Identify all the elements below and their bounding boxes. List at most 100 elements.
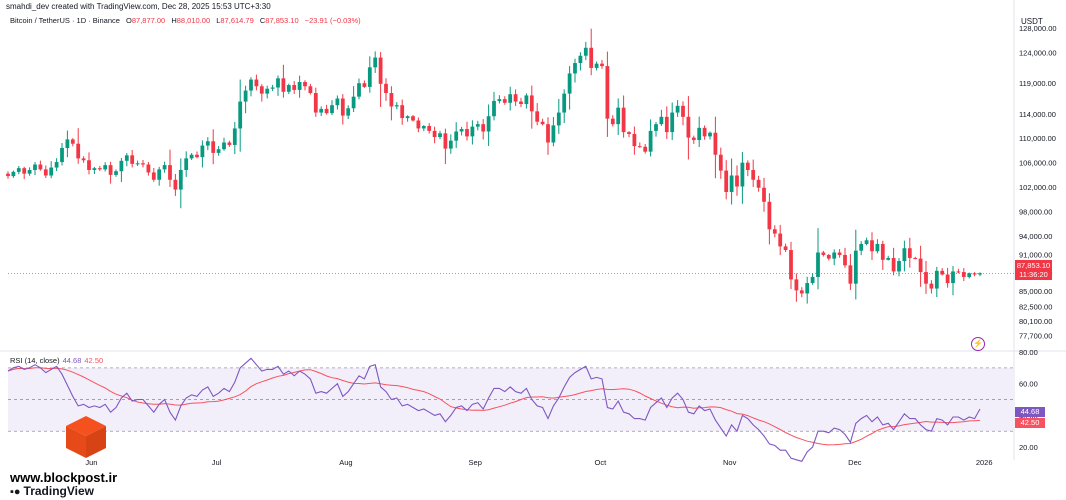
currency-label[interactable]: USDT (1021, 17, 1043, 26)
candle-body (799, 290, 804, 294)
candle-body (735, 175, 739, 187)
candle-body (832, 252, 837, 259)
candle-body (276, 78, 280, 88)
candle-body (897, 261, 901, 272)
candle-body (60, 148, 64, 163)
price-tick-label: 128,000.00 (1019, 24, 1057, 33)
candle-body (519, 101, 523, 104)
candle-body (303, 82, 307, 87)
close-value: 87,853.10 (265, 16, 299, 25)
candle-body (200, 145, 205, 158)
candle-body (38, 164, 43, 170)
candle-body (238, 101, 243, 129)
candle-body (33, 164, 37, 170)
candle-body (762, 187, 766, 202)
candle-body (535, 111, 540, 122)
candle-body (546, 124, 550, 143)
candle-body (108, 165, 113, 175)
candle-body (816, 252, 820, 277)
candle-body (189, 154, 194, 159)
last-price-tag: 87,853.10 11:36:20 (1015, 260, 1052, 280)
candle-body (22, 168, 27, 174)
rsi-tick-label: 80.00 (1019, 348, 1038, 357)
candle-body (951, 271, 955, 284)
candle-body (718, 154, 723, 171)
candle-body (632, 133, 637, 147)
time-tick-label: Jun (85, 458, 97, 467)
candle-body (373, 57, 378, 68)
price-tick-label: 91,000.00 (1019, 250, 1052, 259)
candle-body (848, 265, 853, 284)
tradingview-logo[interactable]: ▪● TradingView (10, 484, 94, 498)
time-axis: Jun Jul Aug Sep Oct Nov Dec 2026 (85, 458, 992, 467)
price-tick-label: 110,000.00 (1019, 134, 1056, 143)
candle-body (934, 270, 939, 289)
watermark-text: www.blockpost.ir (10, 470, 118, 485)
price-tick-label: 82,500.00 (1019, 302, 1052, 311)
candle-body (740, 162, 745, 187)
candle-body (562, 93, 567, 113)
candle-body (702, 127, 707, 137)
candle-body (751, 170, 756, 180)
candle-body (405, 116, 410, 119)
high-label: H (171, 16, 177, 25)
candle-body (902, 248, 907, 262)
tv-logo-icon: ▪● (10, 486, 21, 498)
candle-body (691, 137, 696, 141)
candle-body (265, 88, 270, 94)
candle-body (654, 124, 658, 131)
candle-body (454, 131, 459, 141)
candle-body (286, 85, 291, 92)
candle-body (216, 149, 221, 153)
blockpost-logo (66, 416, 106, 458)
candle-body (324, 108, 329, 114)
candle-body (70, 139, 75, 144)
candles (6, 28, 1014, 304)
candle-body (778, 233, 783, 247)
candle-body (794, 279, 799, 291)
symbol-title[interactable]: Bitcoin / TetherUS · 1D · Binance (10, 16, 120, 25)
candle-body (907, 248, 912, 258)
open-value: 87,877.00 (131, 16, 166, 25)
price-tick-label: 102,000.00 (1019, 183, 1057, 192)
time-tick-label: Jul (212, 458, 222, 467)
rsi-value-tag: 44.68 (1015, 407, 1045, 417)
candle-body (124, 155, 129, 161)
candle-body (135, 163, 140, 165)
candle-body (853, 250, 858, 284)
candle-body (168, 165, 172, 180)
candle-body (870, 240, 874, 252)
time-tick-label: Aug (339, 458, 352, 467)
candle-body (270, 87, 275, 89)
open-label: O (126, 16, 132, 25)
candle-body (918, 258, 923, 273)
rsi-header[interactable]: RSI (14, close) 44.68 42.50 (10, 356, 103, 365)
candle-body (756, 179, 761, 188)
candle-body (227, 142, 232, 145)
candle-body (438, 133, 442, 137)
candle-body (308, 86, 313, 93)
candle-body (837, 252, 842, 255)
candle-body (729, 175, 734, 192)
high-value: 88,010.00 (176, 16, 211, 25)
lightning-icon[interactable]: ⚡ (971, 337, 985, 351)
candle-body (497, 99, 502, 101)
candle-body (556, 112, 561, 126)
symbol-header[interactable]: Bitcoin / TetherUS · 1D · Binance O87,87… (10, 16, 361, 25)
candle-body (330, 105, 334, 114)
candle-body (465, 129, 469, 137)
candle-body (400, 105, 405, 119)
candle-body (864, 240, 869, 244)
rsi-indicator-label[interactable]: RSI (14, close) (10, 356, 60, 365)
candle-body (394, 105, 399, 107)
candle-body (929, 283, 934, 289)
candle-body (11, 171, 16, 177)
time-tick-label: Sep (469, 458, 482, 467)
candle-body (924, 272, 928, 284)
candle-body (362, 83, 367, 87)
candle-body (767, 201, 772, 230)
candle-body (886, 258, 891, 260)
rsi-band (8, 367, 1014, 432)
